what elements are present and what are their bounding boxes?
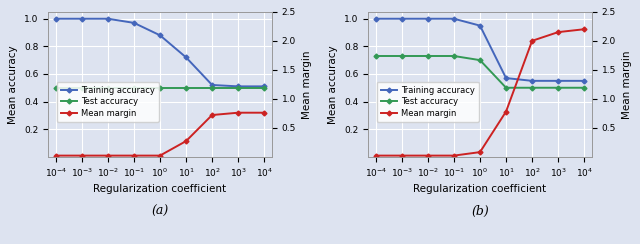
Training accuracy — [372, 17, 380, 20]
Test accuracy — [476, 59, 484, 61]
Test accuracy — [580, 86, 588, 89]
Mean margin — [476, 151, 484, 153]
Mean margin — [424, 154, 432, 157]
Mean margin — [398, 154, 406, 157]
Training accuracy — [208, 83, 216, 86]
Test accuracy — [450, 55, 458, 58]
Test accuracy — [104, 86, 112, 89]
Mean margin — [450, 154, 458, 157]
Mean margin — [502, 110, 510, 113]
Training accuracy — [398, 17, 406, 20]
Test accuracy — [372, 55, 380, 58]
Test accuracy — [260, 86, 268, 89]
Test accuracy — [78, 86, 86, 89]
Training accuracy — [580, 79, 588, 82]
Line: Test accuracy: Test accuracy — [54, 86, 266, 90]
Y-axis label: Mean accuracy: Mean accuracy — [328, 45, 339, 124]
Text: (a): (a) — [152, 205, 168, 218]
Line: Mean margin: Mean margin — [374, 28, 586, 157]
Mean margin — [372, 154, 380, 157]
Test accuracy — [234, 86, 242, 89]
Training accuracy — [78, 17, 86, 20]
Test accuracy — [208, 86, 216, 89]
Test accuracy — [156, 86, 164, 89]
Line: Test accuracy: Test accuracy — [374, 54, 586, 90]
Training accuracy — [528, 79, 536, 82]
Training accuracy — [502, 77, 510, 80]
Line: Mean margin: Mean margin — [54, 111, 266, 157]
Test accuracy — [502, 86, 510, 89]
Mean margin — [234, 111, 242, 114]
X-axis label: Regularization coefficient: Regularization coefficient — [93, 184, 227, 194]
Mean margin — [554, 31, 562, 34]
Test accuracy — [554, 86, 562, 89]
Line: Training accuracy: Training accuracy — [54, 17, 266, 88]
Line: Training accuracy: Training accuracy — [374, 17, 586, 82]
Training accuracy — [156, 34, 164, 37]
Y-axis label: Mean margin: Mean margin — [621, 50, 632, 119]
Training accuracy — [182, 56, 190, 59]
Test accuracy — [182, 86, 190, 89]
Mean margin — [528, 39, 536, 42]
Y-axis label: Mean margin: Mean margin — [301, 50, 312, 119]
Mean margin — [130, 154, 138, 157]
Training accuracy — [554, 79, 562, 82]
Mean margin — [182, 140, 190, 142]
Training accuracy — [52, 17, 60, 20]
X-axis label: Regularization coefficient: Regularization coefficient — [413, 184, 547, 194]
Test accuracy — [424, 55, 432, 58]
Training accuracy — [424, 17, 432, 20]
Training accuracy — [260, 85, 268, 88]
Test accuracy — [130, 86, 138, 89]
Training accuracy — [476, 24, 484, 27]
Mean margin — [78, 154, 86, 157]
Legend: Training accuracy, Test accuracy, Mean margin: Training accuracy, Test accuracy, Mean m… — [56, 81, 159, 122]
Mean margin — [156, 154, 164, 157]
Training accuracy — [104, 17, 112, 20]
Training accuracy — [234, 85, 242, 88]
Legend: Training accuracy, Test accuracy, Mean margin: Training accuracy, Test accuracy, Mean m… — [376, 81, 479, 122]
Training accuracy — [450, 17, 458, 20]
Text: (b): (b) — [471, 205, 489, 218]
Mean margin — [580, 28, 588, 31]
Test accuracy — [528, 86, 536, 89]
Training accuracy — [130, 21, 138, 24]
Test accuracy — [52, 86, 60, 89]
Mean margin — [260, 111, 268, 114]
Mean margin — [208, 113, 216, 116]
Mean margin — [52, 154, 60, 157]
Test accuracy — [398, 55, 406, 58]
Y-axis label: Mean accuracy: Mean accuracy — [8, 45, 19, 124]
Mean margin — [104, 154, 112, 157]
